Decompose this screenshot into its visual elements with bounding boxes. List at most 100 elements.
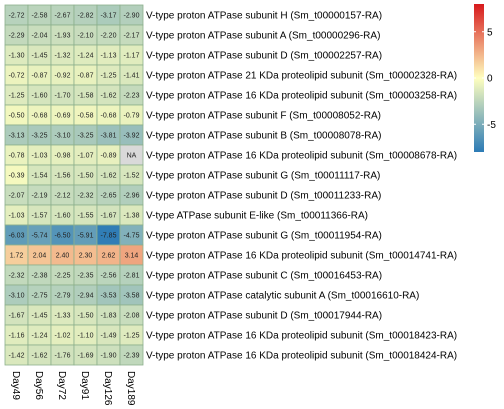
cell-value-label: -7.85	[101, 233, 117, 240]
cell-value-label: -1.76	[55, 353, 71, 360]
cell-value-label: 1.72	[10, 253, 24, 260]
row-label: V-type proton ATPase subunit B (Sm_t0000…	[146, 131, 382, 142]
cell-value-label: -1.70	[55, 93, 71, 100]
cell-value-label: -2.58	[32, 13, 48, 20]
column-label: Day189	[125, 371, 136, 406]
cell-value-label: -1.03	[9, 213, 25, 220]
cell-value-label: -2.17	[124, 33, 140, 40]
cell-value-label: -3.10	[55, 133, 71, 140]
cell-value-label: -3.25	[78, 133, 94, 140]
cell-value-label: -1.54	[32, 173, 48, 180]
cell-value-label: -0.68	[101, 113, 117, 120]
cell-value-label: -1.24	[32, 333, 48, 340]
cell-value-label: -1.62	[101, 173, 117, 180]
column-label: Day49	[10, 371, 21, 400]
row-label: V-type proton ATPase subunit A (Sm_t0000…	[146, 31, 380, 42]
cell-value-label: -1.45	[32, 313, 48, 320]
cell-value-label: -1.60	[32, 93, 48, 100]
column-labels: Day49 Day56 Day72 Day91 Day126 Day189	[10, 371, 136, 406]
row-label: V-type proton ATPase 16 KDa proteolipid …	[146, 151, 457, 162]
cell-value-label: -2.07	[9, 193, 25, 200]
cell-value-label: -0.92	[55, 73, 71, 80]
cell-value-label: 2.04	[33, 253, 47, 260]
cell-value-label: 2.40	[56, 253, 70, 260]
cell-value-label: -2.72	[9, 13, 25, 20]
cell-value-label: -1.52	[124, 173, 140, 180]
cell-value-label: -1.90	[101, 353, 117, 360]
cell-value-label: -1.25	[101, 73, 117, 80]
cell-value-label: -1.58	[78, 93, 94, 100]
cell-value-label: -1.42	[9, 353, 25, 360]
cell-value-label: -1.60	[55, 213, 71, 220]
row-label: V-type proton ATPase subunit D (Sm_t0001…	[146, 191, 381, 202]
cell-value-label: -1.93	[55, 33, 71, 40]
row-label: V-type proton ATPase subunit D (Sm_t0001…	[146, 311, 382, 322]
cell-value-label: -0.58	[78, 113, 94, 120]
cell-value-label: -0.68	[32, 113, 48, 120]
column-label: Day72	[56, 371, 67, 400]
cell-value-label: -6.50	[55, 233, 71, 240]
cell-value-label: -2.65	[101, 193, 117, 200]
cell-value-label: -1.07	[78, 153, 94, 160]
cell-value-label: -3.81	[101, 133, 117, 140]
cell-value-label: -2.75	[32, 293, 48, 300]
cell-value-label: -2.96	[124, 193, 140, 200]
cell-value-label: -2.90	[124, 13, 140, 20]
cell-value-label: -0.72	[9, 73, 25, 80]
row-label: V-type proton ATPase subunit G (Sm_t0001…	[146, 231, 382, 242]
cell-value-label: -1.25	[9, 93, 25, 100]
row-label: V-type proton ATPase 16 KDa proteolipid …	[146, 351, 457, 362]
cell-value-label: -4.75	[124, 233, 140, 240]
cell-value-label: -2.82	[78, 13, 94, 20]
cell-value-label: -2.38	[32, 273, 48, 280]
cell-value-label: -3.25	[32, 133, 48, 140]
cell-value-label: -0.87	[78, 73, 94, 80]
column-label: Day56	[33, 371, 44, 400]
heatmap-cell	[119, 344, 144, 366]
cell-value-label: -1.24	[78, 53, 94, 60]
cell-value-label: -2.10	[78, 33, 94, 40]
cell-value-label: -1.32	[55, 53, 71, 60]
cell-value-label: -3.53	[101, 293, 117, 300]
legend-tick-label: 0	[487, 74, 493, 85]
cell-value-label: -1.56	[55, 173, 71, 180]
cell-value-label: -1.49	[101, 333, 117, 340]
cell-value-label: -1.13	[101, 53, 117, 60]
row-label: V-type proton ATPase catalytic subunit A…	[146, 291, 419, 302]
cell-value-label: -3.17	[101, 13, 117, 20]
cell-value-label: -1.45	[32, 53, 48, 60]
row-label: V-type proton ATPase subunit D (Sm_t0000…	[146, 51, 382, 62]
cell-value-label: -1.83	[101, 313, 117, 320]
cell-value-label: -2.23	[124, 93, 140, 100]
cell-value-label: -1.02	[55, 333, 71, 340]
row-label: V-type proton ATPase 16 KDa proteolipid …	[146, 251, 457, 262]
column-label: Day91	[79, 371, 90, 400]
cell-value-label: -1.55	[78, 213, 94, 220]
cell-value-label: -1.17	[124, 53, 140, 60]
cell-value-label: -0.78	[9, 153, 25, 160]
cell-value-label: -0.79	[124, 113, 140, 120]
cell-value-label: -3.92	[124, 133, 140, 140]
cell-value-label: -2.94	[78, 293, 94, 300]
cell-value-label: -0.98	[55, 153, 71, 160]
row-label: V-type proton ATPase subunit C (Sm_t0001…	[146, 271, 382, 282]
cell-value-label: -1.03	[32, 153, 48, 160]
cell-value-label: -2.25	[55, 273, 71, 280]
cell-value-label: -2.56	[101, 273, 117, 280]
row-label: V-type proton ATPase 16 KDa proteolipid …	[146, 91, 457, 102]
color-legend: 5 0 -5	[474, 4, 496, 152]
row-label: V-type proton ATPase subunit G (Sm_t0001…	[146, 171, 380, 182]
cell-value-label: -1.50	[78, 313, 94, 320]
cell-value-label: -0.87	[32, 73, 48, 80]
cell-value-label: -0.89	[101, 153, 117, 160]
legend-tick-label: 5	[487, 27, 493, 38]
cell-value-label: -2.39	[124, 353, 140, 360]
cell-value-label: -0.69	[55, 113, 71, 120]
column-label: Day126	[102, 371, 113, 406]
cell-value-label: -2.20	[101, 33, 117, 40]
cell-value-label: -2.35	[78, 273, 94, 280]
cell-value-label: -1.30	[9, 53, 25, 60]
cell-value-label: -0.50	[9, 113, 25, 120]
cell-value-label: -1.69	[78, 353, 94, 360]
cell-value-label: 3.14	[125, 253, 139, 260]
